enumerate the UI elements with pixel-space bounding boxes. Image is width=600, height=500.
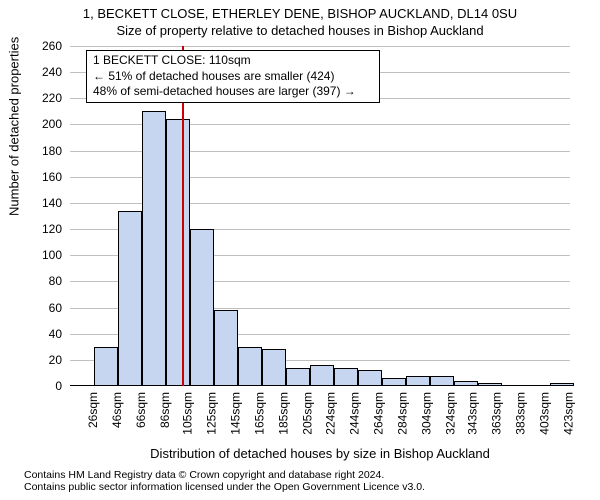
histogram-bar	[190, 229, 214, 386]
histogram-bar	[286, 368, 310, 386]
x-tick-label: 284sqm	[395, 392, 409, 435]
histogram-bar	[94, 347, 118, 386]
histogram-bar	[358, 370, 382, 386]
y-tick-label: 40	[49, 327, 62, 341]
footer-line1: Contains HM Land Registry data © Crown c…	[24, 469, 425, 482]
annotation-box: 1 BECKETT CLOSE: 110sqm← 51% of detached…	[86, 50, 380, 103]
x-tick-label: 224sqm	[323, 392, 337, 435]
annotation-line3: 48% of semi-detached houses are larger (…	[93, 84, 373, 100]
histogram-bar	[238, 347, 262, 386]
annotation-line1: 1 BECKETT CLOSE: 110sqm	[93, 53, 373, 69]
x-tick-label: 304sqm	[419, 392, 433, 435]
x-tick-label: 363sqm	[490, 392, 504, 435]
y-tick-label: 60	[49, 301, 62, 315]
x-tick-label: 403sqm	[538, 392, 552, 435]
histogram-bar	[334, 368, 358, 386]
y-tick-label: 200	[42, 117, 62, 131]
y-tick-label: 20	[49, 353, 62, 367]
histogram-bar	[214, 310, 238, 386]
chart-container: 1, BECKETT CLOSE, ETHERLEY DENE, BISHOP …	[0, 0, 600, 500]
annotation-line2: ← 51% of detached houses are smaller (42…	[93, 69, 373, 85]
footer-line2: Contains public sector information licen…	[24, 481, 425, 494]
x-tick-label: 185sqm	[277, 392, 291, 435]
y-tick-label: 140	[42, 196, 62, 210]
y-tick-label: 120	[42, 222, 62, 236]
x-tick-label: 264sqm	[371, 392, 385, 435]
y-tick-label: 220	[42, 91, 62, 105]
x-tick-label: 46sqm	[110, 392, 124, 428]
x-tick-label: 145sqm	[229, 392, 243, 435]
y-tick-label: 180	[42, 144, 62, 158]
x-tick-label: 244sqm	[347, 392, 361, 435]
x-tick-label: 423sqm	[562, 392, 576, 435]
histogram-bar	[118, 211, 142, 386]
x-tick-label: 125sqm	[205, 392, 219, 435]
y-tick-container: 020406080100120140160180200220240260	[0, 46, 66, 386]
y-tick-label: 80	[49, 274, 62, 288]
histogram-bar	[382, 378, 406, 386]
x-tick-label: 105sqm	[181, 392, 195, 435]
histogram-bar	[142, 111, 166, 386]
x-tick-container: 26sqm 46sqm 66sqm 86sqm 105sqm 125sqm 145sqm 16…	[70, 386, 570, 446]
histogram-bar	[310, 365, 334, 386]
x-tick-label: 205sqm	[301, 392, 315, 435]
x-tick-label: 165sqm	[253, 392, 267, 435]
x-axis-title: Distribution of detached houses by size …	[70, 446, 570, 461]
grid-line	[70, 46, 570, 47]
x-tick-label: 66sqm	[134, 392, 148, 428]
y-tick-label: 260	[42, 39, 62, 53]
chart-title-line2: Size of property relative to detached ho…	[0, 21, 600, 38]
y-tick-label: 0	[55, 379, 62, 393]
histogram-bar	[406, 376, 430, 386]
x-tick-label: 343sqm	[466, 392, 480, 435]
x-tick-label: 324sqm	[443, 392, 457, 435]
histogram-bar	[262, 349, 286, 386]
chart-title-line1: 1, BECKETT CLOSE, ETHERLEY DENE, BISHOP …	[0, 0, 600, 21]
x-tick-label: 86sqm	[158, 392, 172, 428]
histogram-bar	[430, 376, 454, 386]
x-tick-label: 26sqm	[86, 392, 100, 428]
x-tick-label: 383sqm	[514, 392, 528, 435]
y-tick-label: 100	[42, 248, 62, 262]
y-tick-label: 160	[42, 170, 62, 184]
chart-footer: Contains HM Land Registry data © Crown c…	[24, 469, 425, 494]
histogram-bar	[166, 119, 190, 386]
y-tick-label: 240	[42, 65, 62, 79]
